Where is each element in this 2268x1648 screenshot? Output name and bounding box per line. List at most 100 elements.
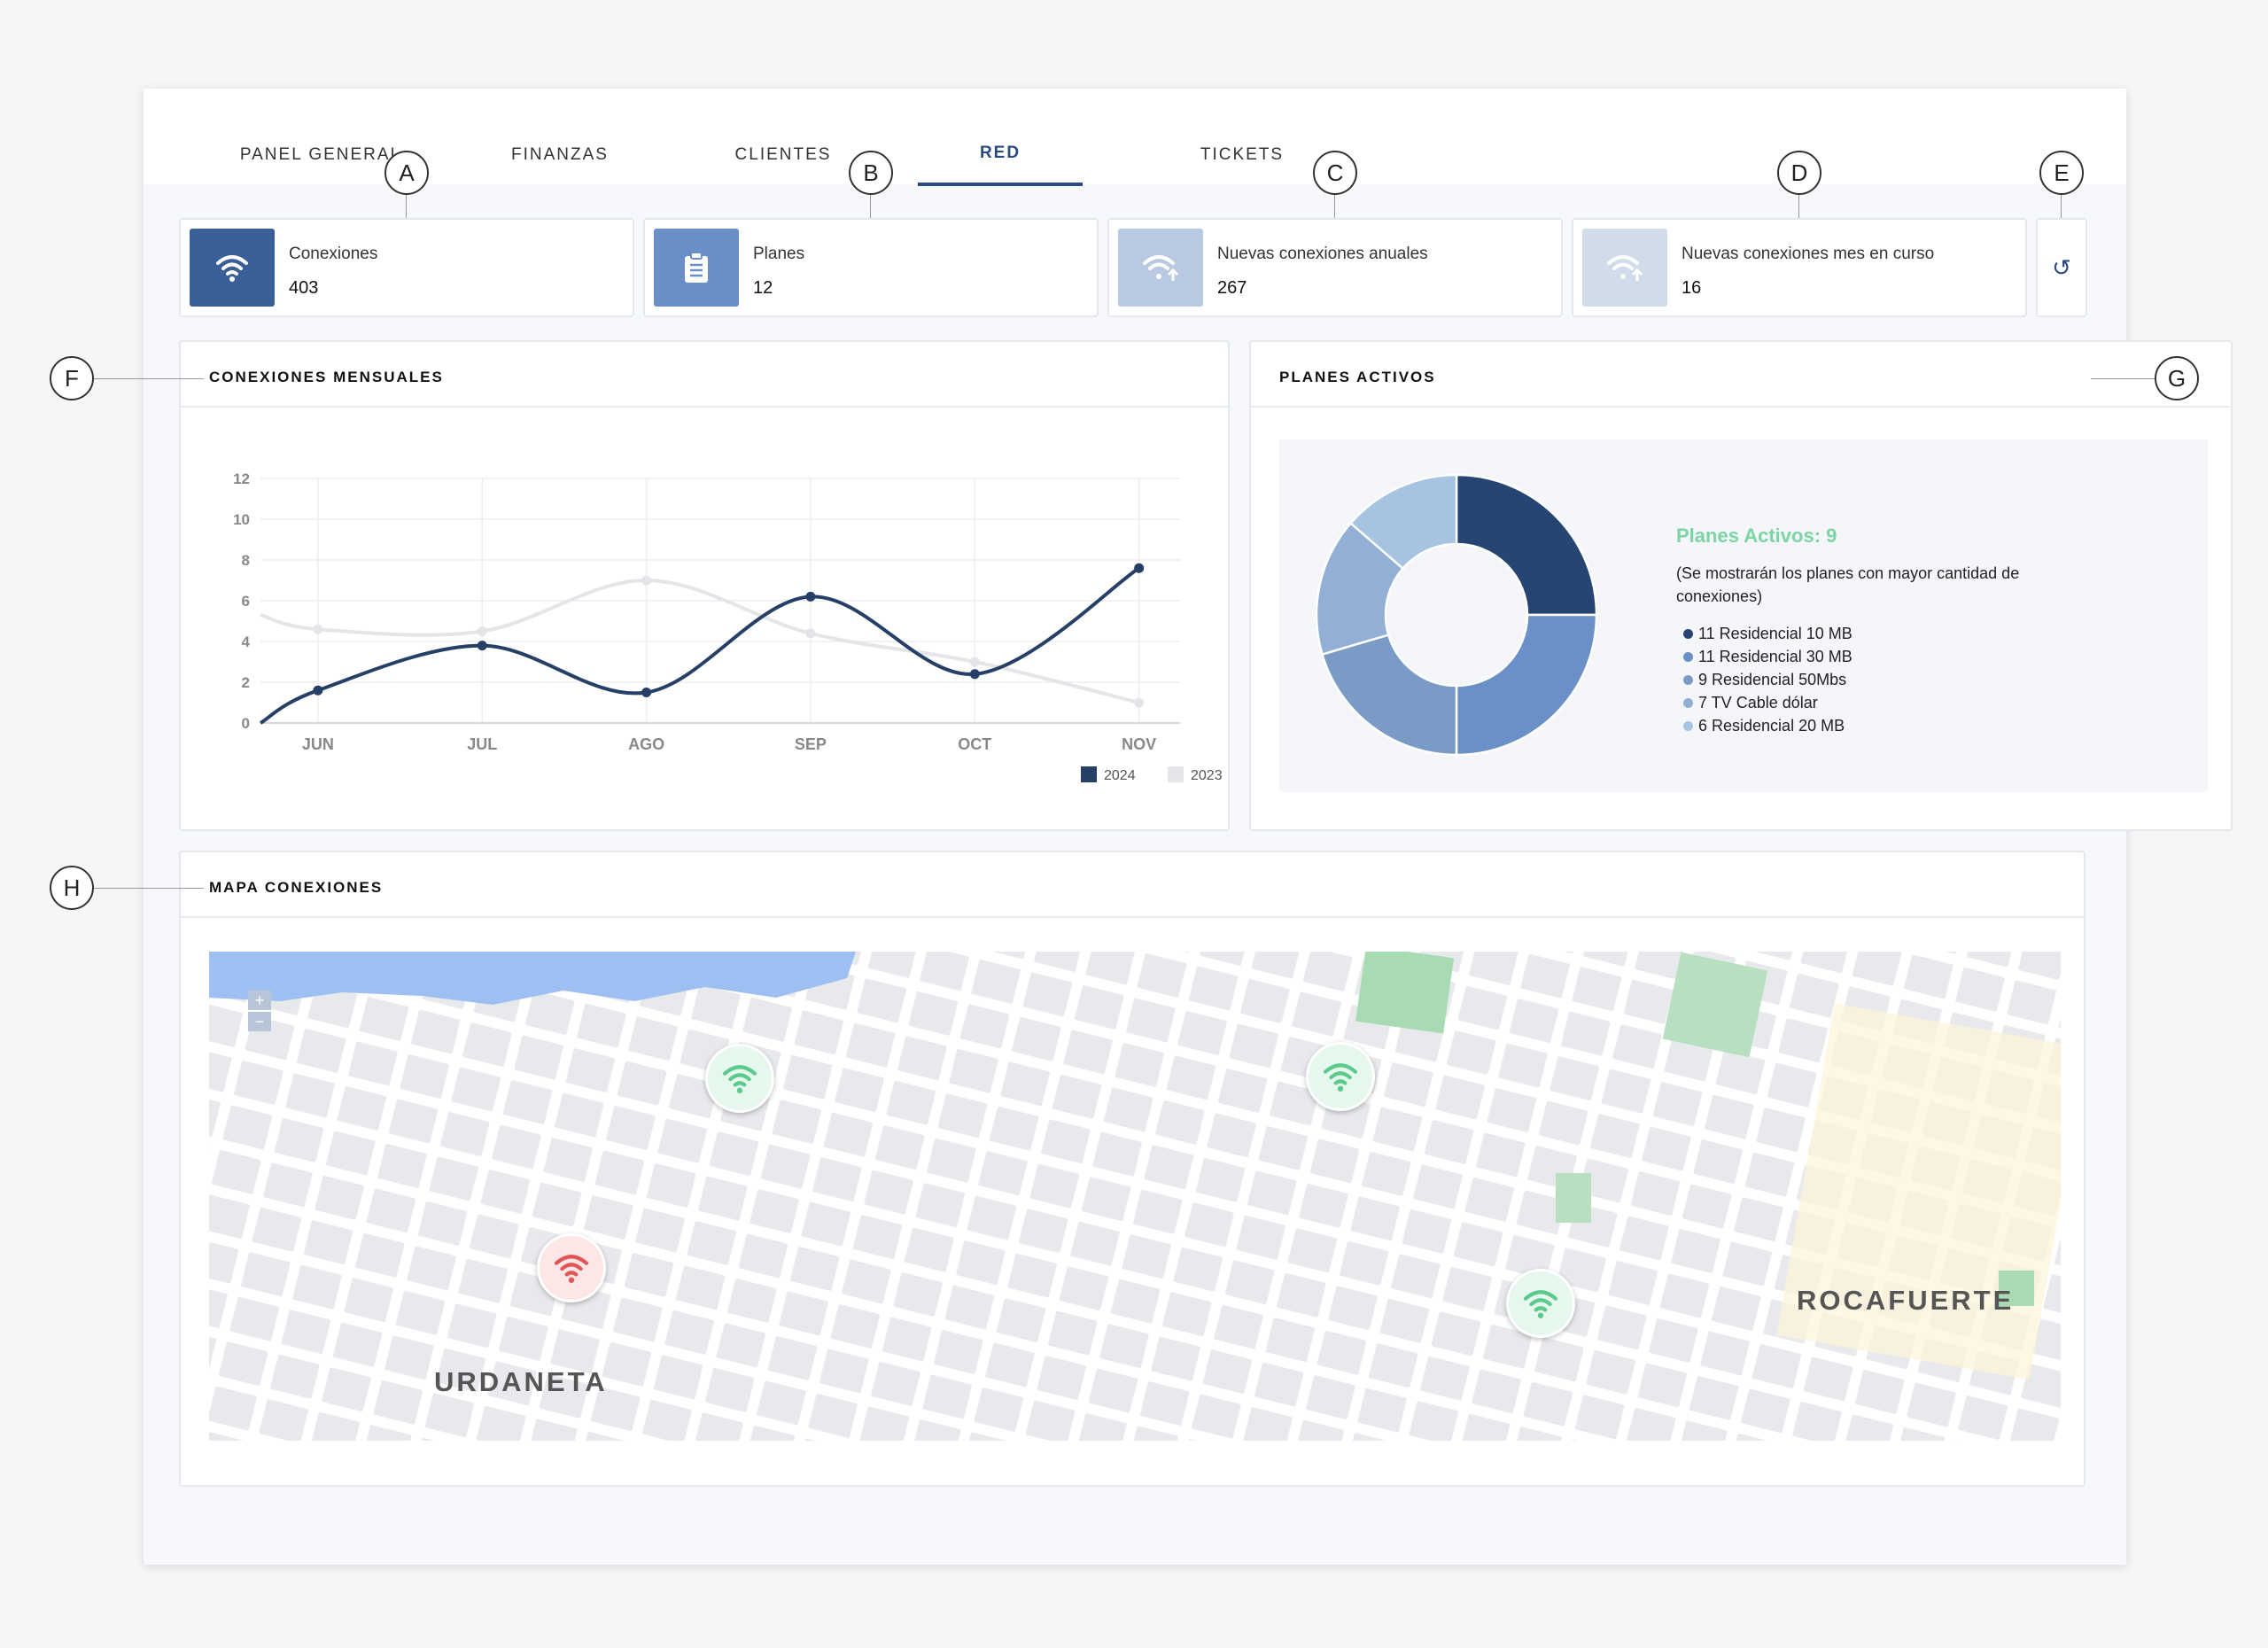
kpi-value: 267 — [1217, 278, 1247, 298]
callout-b: B — [849, 151, 893, 195]
legend-swatch-2023 — [1168, 766, 1184, 782]
wifi-up-icon — [1118, 229, 1203, 307]
connections-map[interactable]: + − URDANETA ROCAFUERTE — [209, 952, 2061, 1441]
donut-slice — [1348, 473, 1458, 571]
refresh-button[interactable]: ↺ — [2036, 218, 2087, 317]
connection-pin-online[interactable] — [705, 1044, 774, 1113]
kpi-label: Conexiones — [289, 245, 378, 263]
divider — [1251, 406, 2231, 408]
wifi-up-icon — [1582, 229, 1667, 307]
callout-line — [1798, 195, 1799, 218]
plans-note: (Se mostrarán los planes con mayor canti… — [1676, 564, 2020, 605]
x-tick-label: JUN — [302, 735, 334, 753]
kpi-conexiones: Conexiones 403 — [179, 218, 634, 317]
tab-panel-general[interactable]: PANEL GENERAL — [239, 145, 402, 164]
legend-label: 2023 — [1191, 768, 1223, 783]
donut-slice — [1455, 613, 1598, 757]
data-point-2024 — [805, 591, 816, 602]
area-label-rocafuerte: ROCAFUERTE — [1797, 1285, 2015, 1316]
y-tick-label: 4 — [242, 634, 251, 650]
x-tick-label: AGO — [628, 735, 664, 753]
legend-dot — [1683, 628, 1693, 639]
callout-line — [94, 888, 204, 889]
wifi-icon — [1323, 1063, 1358, 1092]
dashboard-frame: PANEL GENERAL FINANZAS CLIENTES RED TICK… — [144, 89, 2233, 1565]
kpi-value: 403 — [289, 278, 319, 298]
legend-label: 2024 — [1104, 768, 1136, 783]
map-tiles — [209, 952, 2061, 1441]
callout-a: A — [384, 151, 429, 195]
data-point-2024 — [313, 685, 323, 696]
y-tick-label: 2 — [242, 674, 250, 691]
data-point-2023 — [477, 626, 487, 636]
divider — [181, 916, 2084, 918]
x-tick-label: NOV — [1122, 735, 1156, 753]
callout-g: G — [2155, 356, 2199, 400]
legend-label: 11 Residencial 30 MB — [1698, 648, 1852, 665]
line-chart: 0 2 4 6 8 10 12 JUN JUL AGO SEP OCT NOV 2024 2023 — [233, 470, 1223, 783]
connection-pin-online[interactable] — [1306, 1042, 1375, 1111]
card-title: PLANES ACTIVOS — [1279, 369, 1436, 385]
callout-line — [2061, 195, 2062, 218]
kpi-value: 16 — [1682, 278, 1702, 298]
zoom-out-button[interactable]: − — [248, 1012, 271, 1031]
tab-red[interactable]: RED — [918, 124, 1083, 186]
data-point-2023 — [313, 624, 323, 634]
legend-dot — [1683, 674, 1693, 685]
y-tick-label: 10 — [233, 511, 250, 528]
data-point-2024 — [641, 688, 652, 697]
callout-h: H — [50, 866, 94, 910]
tab-finanzas[interactable]: FINANZAS — [511, 145, 609, 164]
data-point-2023 — [969, 657, 980, 667]
data-point-2023 — [641, 575, 652, 586]
connection-pin-online[interactable] — [1506, 1269, 1575, 1338]
y-tick-label: 0 — [242, 715, 250, 732]
divider — [181, 406, 1228, 408]
kpi-label: Planes — [753, 245, 805, 263]
x-tick-label: SEP — [795, 735, 827, 753]
plans-summary: Planes Activos: 9 — [1676, 525, 1837, 547]
wifi-icon — [722, 1065, 757, 1093]
donut-slice — [1320, 633, 1458, 757]
kpi-nuevas-mes: Nuevas conexiones mes en curso 16 — [1572, 218, 2027, 317]
connection-pin-offline[interactable] — [537, 1233, 606, 1302]
y-tick-label: 12 — [233, 470, 250, 487]
callout-line — [94, 378, 204, 379]
tab-clientes[interactable]: CLIENTES — [734, 145, 832, 164]
card-title: CONEXIONES MENSUALES — [209, 369, 444, 385]
legend-label: 7 TV Cable dólar — [1698, 694, 1818, 711]
legend-swatch-2024 — [1081, 766, 1097, 782]
kpi-label: Nuevas conexiones anuales — [1217, 245, 1428, 263]
line-chart-card: CONEXIONES MENSUALES 0 2 4 6 8 10 12 JUN JUL AGO S… — [179, 340, 1230, 831]
data-point-2023 — [805, 628, 816, 639]
tab-bar: PANEL GENERAL FINANZAS CLIENTES RED TICK… — [144, 89, 2126, 186]
data-point-2023 — [1134, 697, 1145, 708]
donut-chart — [1315, 473, 1598, 757]
legend-label: 6 Residencial 20 MB — [1698, 717, 1845, 735]
callout-e: E — [2039, 151, 2084, 195]
data-point-2024 — [477, 641, 487, 651]
x-tick-label: OCT — [958, 735, 991, 753]
wifi-icon — [554, 1255, 589, 1283]
y-tick-label: 8 — [242, 552, 250, 569]
callout-f: F — [50, 356, 94, 400]
card-title: MAPA CONEXIONES — [209, 879, 384, 896]
legend-item: 11 Residencial 10 MB — [1683, 622, 1852, 645]
wifi-icon — [1523, 1290, 1558, 1318]
tab-tickets[interactable]: TICKETS — [1200, 145, 1285, 164]
kpi-value: 12 — [753, 278, 773, 298]
callout-c: C — [1313, 151, 1357, 195]
legend-item: 11 Residencial 30 MB — [1683, 645, 1852, 668]
clipboard-icon — [654, 229, 739, 307]
legend-dot — [1683, 720, 1693, 731]
kpi-planes: Planes 12 — [643, 218, 1099, 317]
legend-item: 9 Residencial 50Mbs — [1683, 668, 1852, 691]
zoom-in-button[interactable]: + — [248, 991, 271, 1010]
data-point-2024 — [969, 669, 980, 680]
legend-item: 7 TV Cable dólar — [1683, 691, 1852, 714]
map-card: MAPA CONEXIONES + − URDANETA — [179, 851, 2085, 1487]
callout-d: D — [1777, 151, 1821, 195]
legend-dot — [1683, 651, 1693, 662]
legend-label: 11 Residencial 10 MB — [1698, 625, 1852, 642]
donut-slice — [1315, 521, 1405, 657]
